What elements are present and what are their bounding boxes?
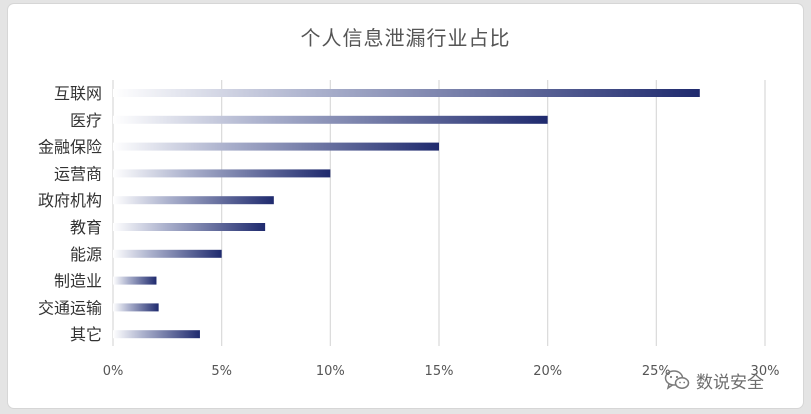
chart-frame [8, 4, 803, 408]
wechat-icon [664, 369, 690, 391]
x-tick-label: 25% [642, 364, 671, 379]
x-tick-label: 30% [751, 364, 780, 379]
bar [113, 196, 274, 205]
watermark: 数说安全 [664, 366, 764, 394]
x-tick-label: 10% [316, 364, 345, 379]
bar [113, 303, 159, 312]
category-label: 能源 [70, 245, 102, 264]
tick-labels: 0% 5% 10% 15% 20% 25% 30% [103, 364, 780, 379]
category-label: 交通运输 [38, 298, 102, 317]
bar [113, 249, 222, 258]
category-label: 金融保险 [38, 138, 102, 157]
bars [113, 89, 700, 339]
bar [113, 142, 439, 151]
bar [113, 330, 200, 339]
category-label: 运营商 [54, 164, 102, 183]
bar [113, 276, 157, 285]
x-tick-label: 0% [103, 364, 124, 379]
x-tick-label: 15% [425, 364, 454, 379]
bar [113, 223, 266, 231]
category-label: 政府机构 [38, 191, 102, 210]
x-tick-label: 20% [533, 364, 562, 379]
bar [113, 169, 331, 178]
bar [113, 115, 548, 124]
category-label: 互联网 [54, 84, 102, 103]
category-label: 教育 [70, 218, 102, 237]
x-tick-label: 5% [211, 364, 232, 379]
category-label: 制造业 [54, 272, 102, 291]
category-label: 医疗 [70, 111, 102, 130]
chart-title: 个人信息泄漏行业占比 [300, 26, 511, 50]
grid-lines [112, 80, 766, 346]
watermark-text: 数说安全 [696, 372, 764, 393]
bar [113, 89, 700, 97]
category-label: 其它 [70, 325, 102, 344]
